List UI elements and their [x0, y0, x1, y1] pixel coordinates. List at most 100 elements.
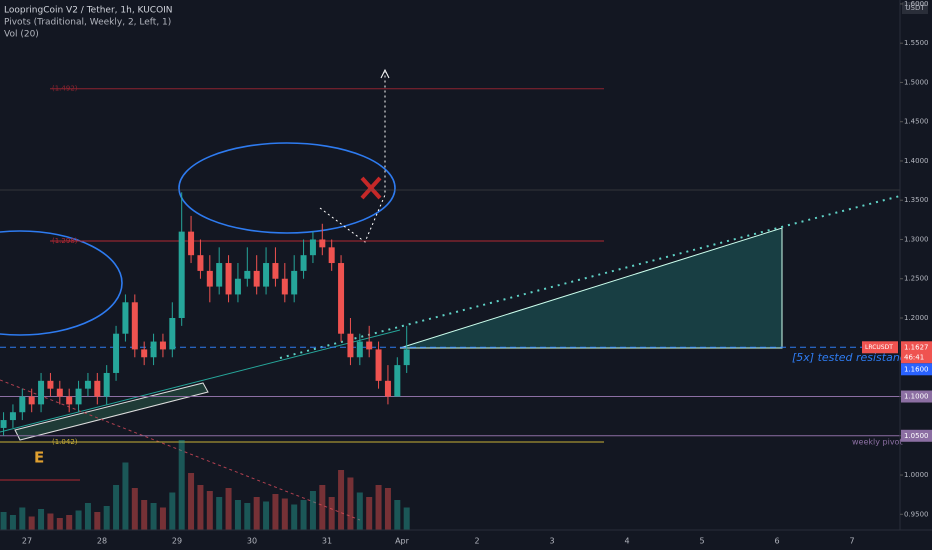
volume-bar — [122, 462, 129, 530]
level-label: 1.1000 — [904, 393, 929, 401]
level-label: 1.0500 — [904, 432, 929, 440]
level-tag — [901, 390, 932, 403]
volume-bar — [272, 494, 279, 530]
alert-label: 1.1600 — [904, 365, 929, 373]
candle-body — [309, 239, 316, 256]
candle-body — [47, 380, 54, 389]
volume-bar — [197, 485, 204, 530]
candle-body — [403, 349, 410, 366]
volume-bar — [403, 507, 410, 530]
volume-bar — [394, 500, 401, 530]
annotation: [5x] tested resistance — [792, 351, 913, 364]
volume-bar — [206, 491, 213, 530]
candle-body — [394, 365, 401, 397]
x-tick-label: 3 — [549, 537, 554, 546]
level-tag — [901, 429, 932, 442]
candle-body — [103, 372, 110, 397]
drawings — [0, 68, 901, 521]
candle-body — [375, 349, 382, 381]
y-tick-label: 1.0000 — [904, 471, 929, 479]
currency: USDT — [905, 4, 925, 12]
volume-bar — [216, 497, 223, 530]
volume-bar — [366, 497, 373, 530]
x-tick-label: 2 — [474, 537, 479, 546]
volume-bar — [281, 498, 288, 530]
volume-bar — [131, 488, 138, 530]
candle-body — [216, 263, 223, 287]
candle-body — [291, 270, 298, 295]
volume-bar — [103, 506, 110, 530]
x-tick-label: 27 — [22, 537, 32, 546]
candle-body — [347, 333, 354, 358]
volume-bar — [178, 440, 185, 530]
candle-body — [197, 255, 204, 271]
candle-body — [206, 270, 213, 287]
volume-bar — [347, 477, 354, 530]
x-tick-label: 7 — [849, 537, 854, 546]
volume-bar — [0, 512, 7, 530]
volume-bar — [150, 503, 157, 530]
x-tick-label: 5 — [699, 537, 704, 546]
volume-bar — [28, 516, 35, 530]
candle-body — [113, 333, 120, 373]
candle-body — [169, 318, 176, 350]
candle-body — [131, 302, 138, 350]
currency-box — [902, 2, 928, 14]
y-tick-label: 1.2000 — [904, 314, 929, 322]
volume-bar — [338, 470, 345, 530]
volume-bar — [38, 509, 45, 530]
volume-bar — [84, 503, 91, 530]
x-tick-label: 28 — [97, 537, 107, 546]
candle-body — [366, 341, 373, 350]
marks — [0, 88, 900, 530]
pivot-label: (1.042) — [52, 438, 78, 446]
y-tick-label: 1.5000 — [904, 78, 929, 86]
candle-body — [253, 270, 260, 287]
candle-body — [122, 302, 129, 334]
annotation: weekly pivot — [852, 438, 903, 447]
price-tag — [862, 341, 898, 354]
volume-bar — [384, 488, 391, 530]
candle-body — [300, 255, 307, 271]
x-tick-label: 6 — [774, 537, 779, 546]
y-tick-label: 1.5500 — [904, 39, 929, 47]
candle-body — [188, 231, 195, 256]
alert-tag — [901, 363, 932, 376]
volume-bar — [66, 515, 73, 530]
candle-body — [244, 270, 251, 279]
candle-body — [328, 247, 335, 264]
volume-bar — [225, 488, 232, 530]
title: LoopringCoin V2 / Tether, 1h, KUCOIN — [4, 6, 173, 16]
candle-body — [234, 278, 241, 295]
volume-bar — [113, 485, 120, 530]
volume-bar — [75, 510, 82, 530]
volume-bar — [244, 503, 251, 530]
price-tag — [901, 341, 932, 364]
y-tick-label: 1.2500 — [904, 275, 929, 283]
x-tick-label: 31 — [322, 537, 332, 546]
candle-body — [0, 420, 7, 428]
volume-bar — [309, 491, 316, 530]
annotation: E — [34, 449, 44, 467]
volume-bar — [356, 492, 363, 530]
candle-body — [384, 380, 391, 397]
volume-bar — [56, 518, 63, 530]
y-tick-label: 1.4000 — [904, 157, 929, 165]
candle-body — [150, 341, 157, 358]
x-tick-label: Apr — [395, 537, 410, 546]
volume-bar — [328, 497, 335, 530]
volume-bar — [188, 473, 195, 530]
candle-body — [272, 263, 279, 279]
candle-body — [225, 263, 232, 295]
volume-legend: Vol (20) — [4, 30, 39, 40]
volume-bar — [234, 500, 241, 530]
pivot-label: (1.492) — [52, 85, 78, 93]
y-tick-label: 1.3000 — [904, 235, 929, 243]
y-tick-label: 1.6000 — [904, 0, 929, 8]
volume-bar — [141, 500, 148, 530]
candle-body — [75, 388, 82, 405]
candle-body — [38, 380, 45, 405]
volume-bar — [19, 507, 26, 530]
